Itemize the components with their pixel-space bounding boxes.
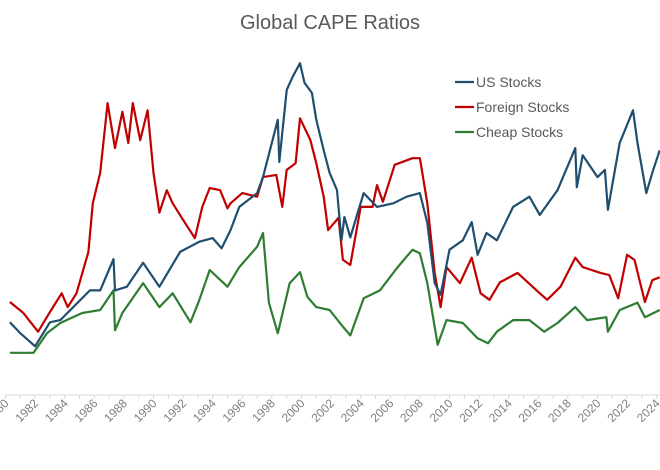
x-tick-label: 2000 bbox=[279, 396, 308, 425]
x-tick-label: 1996 bbox=[220, 396, 249, 425]
x-axis-tick-labels: 1980 1982 1984 1986 1988 1990 1992 1994 1996 1998… bbox=[0, 396, 660, 425]
x-tick-label: 2008 bbox=[397, 396, 426, 425]
chart-title: Global CAPE Ratios bbox=[240, 12, 420, 34]
x-tick-label: 2014 bbox=[486, 396, 515, 425]
legend: US Stocks Foreign Stocks Cheap Stocks bbox=[455, 74, 569, 140]
x-tick-label: 2002 bbox=[308, 396, 337, 425]
x-tick-label: 2004 bbox=[338, 396, 367, 425]
legend-label: US Stocks bbox=[476, 74, 541, 90]
x-tick-label: 1998 bbox=[249, 396, 278, 425]
x-tick-label: 2022 bbox=[604, 396, 633, 425]
x-tick-label: 1980 bbox=[0, 396, 12, 425]
series-line-us-stocks bbox=[9, 62, 660, 348]
series-line-foreign-stocks bbox=[9, 101, 660, 333]
x-tick-label: 1994 bbox=[190, 396, 219, 425]
x-tick-label: 1984 bbox=[42, 396, 71, 425]
legend-label: Foreign Stocks bbox=[476, 99, 569, 115]
x-axis-ticks bbox=[5, 395, 658, 399]
series-line-cheap-stocks bbox=[9, 231, 660, 354]
x-tick-label: 1990 bbox=[131, 396, 160, 425]
x-tick-label: 2010 bbox=[427, 396, 456, 425]
x-tick-label: 1992 bbox=[160, 396, 189, 425]
x-tick-label: 2012 bbox=[456, 396, 485, 425]
x-tick-label: 2006 bbox=[368, 396, 397, 425]
x-tick-label: 1986 bbox=[72, 396, 101, 425]
x-tick-label: 2018 bbox=[545, 396, 574, 425]
x-tick-label: 2024 bbox=[634, 396, 660, 425]
x-tick-label: 2020 bbox=[575, 396, 604, 425]
series-lines bbox=[9, 62, 660, 354]
x-tick-label: 2016 bbox=[516, 396, 545, 425]
x-tick-label: 1988 bbox=[101, 396, 130, 425]
x-tick-label: 1982 bbox=[12, 396, 41, 425]
legend-label: Cheap Stocks bbox=[476, 124, 563, 140]
